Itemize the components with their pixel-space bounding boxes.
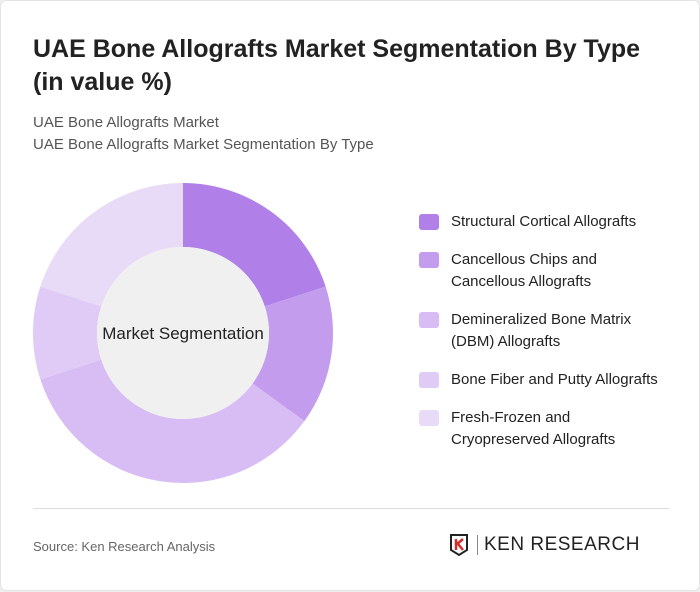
donut-slice-5[interactable]	[40, 183, 183, 307]
legend-swatch	[419, 214, 439, 230]
subtitle-market: UAE Bone Allografts Market	[33, 114, 219, 131]
legend-swatch	[419, 410, 439, 426]
legend-label: Bone Fiber and Putty Allografts	[451, 371, 658, 388]
donut-slice-3[interactable]	[40, 359, 305, 483]
legend-item[interactable]: Structural Cortical Allografts	[419, 211, 689, 233]
chart-title: UAE Bone Allografts Market Segmentation …	[33, 35, 641, 96]
legend-label: Demineralized Bone Matrix (DBM) Allograft…	[451, 311, 632, 350]
center-label: Market Segmentation	[102, 324, 264, 343]
legend-swatch	[419, 252, 439, 268]
legend-item[interactable]: Cancellous Chips and Cancellous Allograft…	[419, 249, 689, 293]
donut-slice-1[interactable]	[183, 183, 326, 307]
legend: Structural Cortical Allografts Cancellous…	[419, 211, 689, 467]
legend-item[interactable]: Fresh-Frozen and Cryopreserved Allografts	[419, 407, 689, 451]
legend-item[interactable]: Demineralized Bone Matrix (DBM) Allograft…	[419, 309, 689, 353]
source-note: Source: Ken Research Analysis	[33, 539, 216, 554]
logo-text: KEN RESEARCH	[477, 535, 640, 555]
legend-swatch	[419, 312, 439, 328]
ken-research-logo: KEN RESEARCH	[449, 533, 640, 557]
divider	[33, 508, 669, 509]
legend-swatch	[419, 372, 439, 388]
legend-label: Structural Cortical Allografts	[451, 213, 637, 230]
legend-label: Fresh-Frozen and Cryopreserved Allografts	[451, 409, 616, 448]
ken-logo-icon	[450, 534, 468, 557]
donut-slice-2[interactable]	[252, 286, 333, 422]
subtitle-segmentation: UAE Bone Allografts Market Segmentation …	[33, 136, 374, 153]
legend-item[interactable]: Bone Fiber and Putty Allografts	[419, 369, 689, 391]
donut-hole	[97, 247, 269, 419]
donut-slice-4[interactable]	[33, 286, 102, 380]
legend-label: Cancellous Chips and Cancellous Allograft…	[451, 251, 597, 290]
